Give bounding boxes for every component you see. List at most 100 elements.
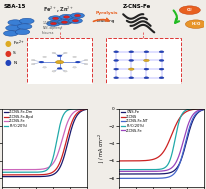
Z-CNS-Fe-NT — [170, 175, 172, 177]
CNS-Fe — [203, 108, 205, 111]
Z-CNS — [168, 139, 171, 141]
Z-CNS-Fe-Bpd — [51, 171, 54, 174]
Z-CNS-Fe-Dm — [1, 176, 4, 178]
Z-CNS — [118, 160, 120, 162]
Pt/C(20%) — [51, 159, 54, 162]
Circle shape — [31, 59, 35, 61]
Circle shape — [114, 77, 118, 79]
Pt/C(20%) — [53, 153, 55, 155]
Circle shape — [128, 68, 134, 70]
Ellipse shape — [4, 31, 18, 36]
Text: ●: ● — [4, 49, 11, 57]
Circle shape — [63, 16, 70, 18]
Z-CNS-Fe-Dm — [86, 108, 88, 110]
Z-CNS — [203, 108, 205, 110]
Z-CNS-Fe — [86, 108, 88, 110]
Z-CNS-Fe-NT — [189, 123, 192, 125]
Circle shape — [75, 61, 80, 63]
Z-CNS — [118, 160, 121, 162]
Text: Fe$^{2+}$: Fe$^{2+}$ — [13, 39, 25, 48]
Circle shape — [144, 51, 149, 53]
Line: Z-CNS-Fe-NT: Z-CNS-Fe-NT — [119, 109, 204, 178]
Z-CNS — [168, 139, 171, 142]
Circle shape — [129, 77, 134, 79]
Text: 1,10-Phenanthroline
N,N'-diphenyl
thiourea: 1,10-Phenanthroline N,N'-diphenyl thiour… — [42, 21, 73, 35]
Z-CNS-Fe — [72, 112, 75, 114]
Z-CNS-Fe — [51, 163, 54, 166]
Text: SBA-15: SBA-15 — [4, 4, 26, 9]
Line: Pt/C(20%): Pt/C(20%) — [2, 108, 87, 172]
Circle shape — [64, 70, 67, 72]
Ellipse shape — [71, 13, 84, 18]
Pt/C(20%) — [203, 107, 205, 110]
Z-CNS-Fe-NT — [118, 177, 121, 180]
Z-CNS-Fe-Dm — [51, 174, 54, 176]
Circle shape — [159, 77, 164, 79]
Z-CNS-Fe-NT — [168, 176, 171, 178]
Pt/C(20%) — [1, 171, 4, 173]
Circle shape — [43, 56, 46, 58]
Z-CNS — [170, 135, 172, 138]
Z-CNS-Fe — [53, 161, 55, 163]
CNS-Fe — [170, 171, 172, 174]
Pt/C(20%) — [118, 169, 121, 171]
Pt/C(20%) — [1, 171, 3, 173]
Z-CNS-Fe-Dm — [72, 121, 75, 124]
Z-CNS-Fe-Dm — [1, 176, 3, 178]
FancyArrowPatch shape — [174, 10, 179, 23]
Line: Pt/C(20%): Pt/C(20%) — [119, 108, 204, 170]
Text: S: S — [13, 51, 16, 55]
Z-CNS-Fe — [195, 111, 197, 113]
Ellipse shape — [58, 20, 71, 25]
Z-CNS-Fe-Bpd — [51, 171, 54, 174]
CNS-Fe — [168, 172, 171, 174]
Circle shape — [185, 20, 206, 29]
Circle shape — [114, 68, 118, 70]
Line: CNS-Fe: CNS-Fe — [119, 110, 204, 174]
Pt/C(20%) — [72, 108, 75, 110]
Circle shape — [53, 17, 59, 20]
Circle shape — [179, 6, 200, 14]
Pt/C(20%) — [195, 108, 197, 110]
Pt/C(20%) — [168, 160, 171, 162]
FancyArrowPatch shape — [94, 18, 109, 21]
Circle shape — [75, 14, 81, 17]
Ellipse shape — [49, 16, 62, 21]
Z-CNS-Fe — [168, 168, 171, 170]
Pt/C(20%) — [78, 108, 80, 110]
Pt/C(20%) — [51, 158, 54, 161]
Text: H$_2$O: H$_2$O — [191, 20, 201, 28]
CNS-Fe — [189, 125, 192, 128]
Z-CNS-Fe — [118, 170, 121, 173]
Pt/C(20%) — [86, 107, 88, 110]
Circle shape — [144, 59, 149, 62]
Z-CNS-Fe-NT — [168, 176, 171, 178]
Line: Z-CNS-Fe-Dm: Z-CNS-Fe-Dm — [2, 109, 87, 177]
Z-CNS-Fe-NT — [195, 113, 197, 115]
Ellipse shape — [69, 18, 82, 23]
Circle shape — [84, 63, 88, 65]
Text: Leaching: Leaching — [97, 19, 115, 23]
CNS-Fe — [118, 173, 121, 175]
FancyBboxPatch shape — [106, 38, 181, 84]
Z-CNS-Fe-Dm — [53, 173, 55, 175]
Line: Z-CNS-Fe: Z-CNS-Fe — [119, 109, 204, 171]
Z-CNS-Fe — [118, 170, 120, 173]
Z-CNS-Fe-Bpd — [86, 108, 88, 110]
Circle shape — [144, 77, 149, 79]
Z-CNS-Fe — [189, 118, 192, 120]
Z-CNS — [195, 108, 197, 110]
Circle shape — [52, 52, 56, 54]
Line: Z-CNS-Fe: Z-CNS-Fe — [2, 109, 87, 170]
CNS-Fe — [168, 172, 171, 174]
Circle shape — [52, 70, 56, 72]
Z-CNS-Fe — [51, 163, 54, 165]
Z-CNS-Fe-Dm — [51, 174, 54, 176]
Circle shape — [129, 51, 134, 53]
Circle shape — [73, 56, 76, 58]
Circle shape — [114, 60, 118, 61]
Z-CNS-Fe — [170, 167, 172, 169]
Z-CNS-Fe-Dm — [78, 112, 80, 114]
Z-CNS-Fe-Bpd — [72, 117, 75, 119]
CNS-Fe — [195, 114, 197, 116]
